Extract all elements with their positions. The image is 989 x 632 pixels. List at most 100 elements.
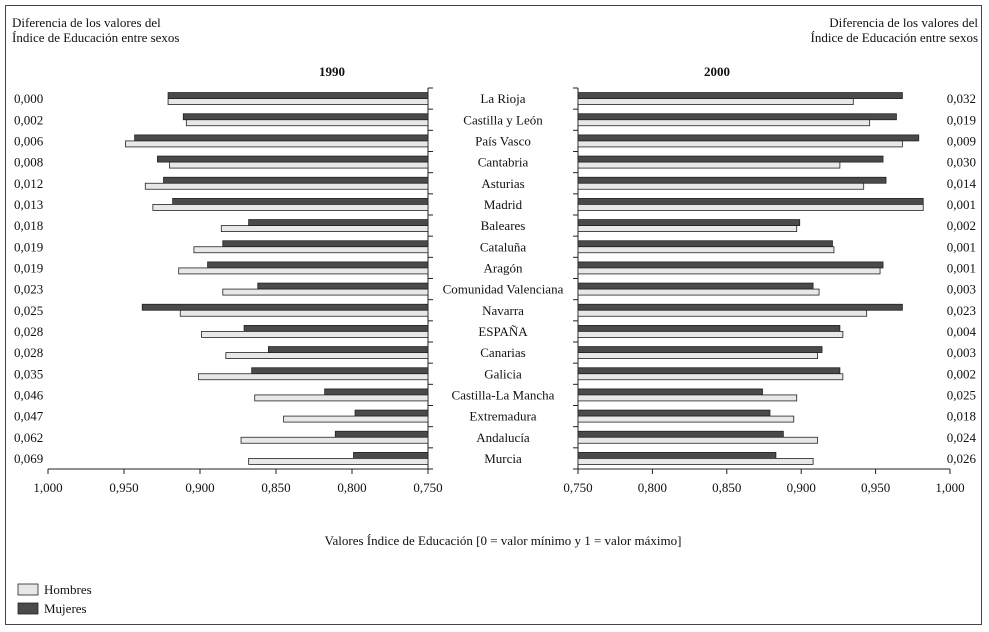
legend-swatch-hombres [17,583,39,596]
category-label: Baleares [481,218,526,233]
bar-2000-mujeres [577,409,771,417]
bar-2000-hombres [577,98,854,105]
bar-1990-mujeres [334,430,429,438]
difference-label-2000: 0,024 [947,430,977,445]
category-label: Castilla-La Mancha [452,387,555,402]
bar-1990-hombres [169,161,429,169]
bar-1990-mujeres [248,219,429,226]
bar-2000-hombres [577,309,868,317]
difference-label-1990: 0,035 [14,366,43,381]
bar-1990-mujeres [172,198,429,205]
right-x-tick-label: 1,000 [935,480,964,495]
bar-2000-mujeres [577,113,897,121]
difference-label-1990: 0,047 [14,409,44,424]
bar-1990-mujeres [157,155,429,163]
category-label: Navarra [482,303,524,318]
category-label: Galicia [484,366,522,381]
bar-1990-hombres [179,309,429,317]
bar-2000-mujeres [577,388,763,396]
bar-1990-mujeres [267,346,429,353]
corner-labels: Diferencia de los valores del Índice de E… [12,15,978,45]
bar-2000-mujeres [577,452,777,459]
bar-2000-hombres [577,246,835,254]
difference-label-1990: 0,019 [14,239,43,254]
bar-2000-hombres [577,436,818,444]
difference-label-1990: 0,000 [14,91,43,106]
bar-2000-hombres [577,458,814,465]
bar-2000-hombres [577,288,820,296]
difference-label-2000: 0,001 [947,260,976,275]
category-label: Canarias [480,345,525,360]
bar-2000-hombres [577,267,881,275]
difference-label-2000: 0,003 [947,345,976,360]
bar-1990-mujeres [141,303,429,311]
difference-label-1990: 0,028 [14,345,43,360]
bar-1990-hombres [240,436,429,444]
bar-1990-hombres [220,225,429,232]
difference-label-2000: 0,018 [947,409,976,424]
bars [125,92,924,465]
bar-2000-mujeres [577,176,887,184]
panel-title-1990: 1990 [319,64,345,79]
difference-label-2000: 0,019 [947,112,976,127]
bar-1990-mujeres [324,388,429,396]
bar-2000-mujeres [577,134,920,142]
category-label: Madrid [484,197,523,212]
difference-label-1990: 0,069 [14,451,43,466]
bar-1990-hombres [193,246,429,254]
difference-label-1990: 0,062 [14,430,43,445]
category-label: Aragón [484,260,523,275]
difference-label-2000: 0,026 [947,451,977,466]
left-x-tick-label: 0,800 [337,480,366,495]
bar-2000-mujeres [577,155,884,163]
category-label: Comunidad Valenciana [443,282,564,297]
bar-1990-mujeres [182,113,429,121]
bar-2000-mujeres [577,198,924,205]
bar-1990-mujeres [353,452,429,459]
difference-label-2000: 0,009 [947,133,976,148]
difference-label-1990: 0,019 [14,260,43,275]
difference-label-1990: 0,018 [14,218,43,233]
bar-1990-hombres [248,458,429,465]
difference-label-2000: 0,025 [947,387,976,402]
category-label: Cataluña [480,239,526,254]
category-label: Extremadura [469,409,536,424]
education-index-chart: Diferencia de los valores del Índice de E… [12,15,978,616]
bar-1990-mujeres [243,325,429,332]
bar-2000-mujeres [577,219,801,226]
category-label: Castilla y León [463,112,543,127]
bar-2000-hombres [577,331,844,338]
axes: 1,000 0,950 0,900 0,850 0,800 0,750 0,750 0,800… [33,87,965,548]
difference-label-2000: 0,014 [947,176,977,191]
right-corner-label: Diferencia de los valores del Índice de E… [811,15,979,45]
left-x-tick-label: 0,850 [261,480,290,495]
category-label: Murcia [484,451,522,466]
category-label: Andalucía [476,430,530,445]
difference-label-1990: 0,013 [14,197,43,212]
bar-1990-hombres [144,182,429,190]
legend-label-mujeres: Mujeres [44,601,87,616]
difference-label-2000: 0,023 [947,303,976,318]
right-x-tick-label: 0,900 [787,480,816,495]
bar-2000-hombres [577,140,903,148]
left-x-tick-label: 0,750 [413,480,442,495]
bar-2000-hombres [577,182,865,190]
left-corner-label: Diferencia de los valores del Índice de E… [12,15,179,45]
bar-2000-mujeres [577,430,784,438]
bar-2000-hombres [577,204,924,211]
difference-label-2000: 0,004 [947,324,977,339]
bar-1990-hombres [222,288,429,296]
difference-label-2000: 0,032 [947,91,976,106]
chart-frame: Diferencia de los valores del Índice de E… [5,5,982,625]
left-x-tick-label: 0,950 [109,480,138,495]
bar-1990-mujeres [354,409,429,417]
labels: La Rioja 0,000 0,032 Castilla y León 0,002 0,… [14,91,977,466]
legend: Hombres Mujeres [17,582,92,616]
bar-2000-hombres [577,394,798,402]
bar-1990-hombres [125,140,429,148]
bar-2000-hombres [577,225,798,232]
category-label: País Vasco [475,133,531,148]
panel-titles: 1990 2000 [319,64,730,79]
bar-1990-hombres [198,373,429,381]
right-x-tick-label: 0,750 [563,480,592,495]
